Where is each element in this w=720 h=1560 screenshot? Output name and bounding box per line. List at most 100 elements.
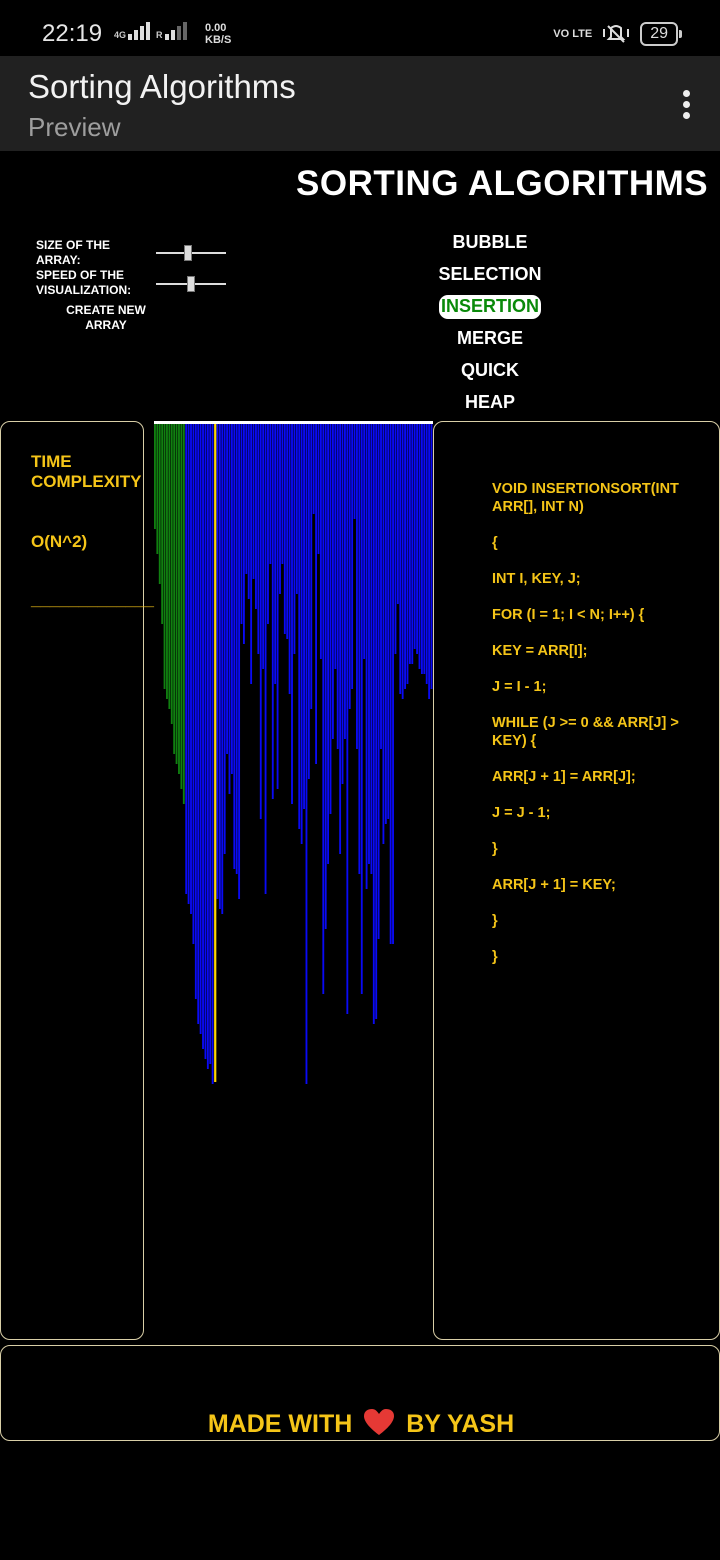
array-bar — [283, 424, 286, 634]
array-bar — [360, 424, 363, 994]
code-line: J = J - 1; — [492, 805, 551, 821]
algorithm-option-heap[interactable]: HEAP — [430, 386, 550, 418]
array-bar — [178, 424, 180, 774]
code-line: ARR[J + 1] = ARR[J]; — [492, 769, 636, 785]
current-bar — [214, 424, 217, 1082]
signal-icon: 4G R — [114, 22, 187, 40]
algorithm-option-bubble[interactable]: BUBBLE — [430, 226, 550, 258]
array-bar — [168, 424, 171, 709]
code-block: VOID INSERTIONSORT(INT ARR[], INT N) {INT… — [492, 480, 692, 984]
array-bar — [211, 424, 214, 1084]
slider-thumb[interactable] — [187, 276, 195, 292]
array-bar — [238, 424, 241, 899]
array-bar — [190, 424, 192, 914]
array-bar — [170, 424, 173, 724]
divider: _____________ — [31, 590, 154, 609]
array-bar — [401, 424, 404, 699]
array-bar — [216, 424, 219, 899]
algorithm-option-merge[interactable]: MERGE — [430, 322, 550, 354]
array-bar — [408, 424, 411, 664]
array-bar — [319, 424, 322, 659]
array-bar — [245, 424, 248, 574]
array-bar — [307, 424, 310, 779]
array-bar — [276, 424, 279, 789]
array-bar — [425, 424, 428, 684]
array-bar — [247, 424, 250, 599]
array-bar — [206, 424, 209, 1069]
array-bar — [346, 424, 349, 1014]
code-line: INT I, KEY, J; — [492, 571, 581, 587]
speed-slider[interactable] — [156, 276, 226, 292]
code-line: WHILE (J >= 0 && ARR[J] > KEY) { — [492, 715, 679, 749]
slider-thumb[interactable] — [184, 245, 193, 261]
algorithm-label: MERGE — [456, 328, 523, 348]
array-size-label: SIZE OF THE ARRAY: — [36, 238, 111, 267]
array-bar — [194, 424, 197, 999]
array-bar — [257, 424, 260, 654]
array-bar — [192, 424, 195, 944]
array-bar — [356, 424, 358, 749]
array-bar — [226, 424, 229, 754]
array-bar — [166, 424, 168, 699]
array-bar — [250, 424, 253, 684]
array-size-slider[interactable] — [156, 245, 226, 261]
array-bar — [274, 424, 277, 684]
algorithm-option-selection[interactable]: SELECTION — [430, 258, 550, 290]
array-bar — [428, 424, 431, 699]
array-bar — [331, 424, 334, 739]
algorithm-label: SELECTION — [438, 264, 542, 284]
algorithm-label: INSERTION — [438, 295, 541, 319]
time-complexity-value: O(N^2) — [31, 532, 88, 551]
app-title: Sorting Algorithms — [28, 68, 296, 105]
array-bar — [418, 424, 421, 669]
array-bar — [262, 424, 265, 669]
array-bar — [279, 424, 281, 594]
code-panel: VOID INSERTIONSORT(INT ARR[], INT N) {INT… — [433, 421, 720, 1340]
app-bar: Sorting Algorithms Preview — [0, 56, 720, 151]
array-bar — [310, 424, 313, 709]
speed-unit: KB/S — [205, 34, 232, 46]
array-bar — [202, 424, 204, 1049]
battery-icon: 29 — [640, 22, 682, 46]
array-bar — [288, 424, 291, 694]
array-bar — [187, 424, 190, 904]
array-bar — [394, 424, 397, 654]
array-bar — [404, 424, 406, 689]
code-line: KEY = ARR[I]; — [492, 643, 588, 659]
code-line: { — [492, 535, 498, 551]
array-bar — [269, 424, 272, 564]
array-bar — [384, 424, 387, 824]
mute-icon — [602, 23, 630, 45]
array-bar — [377, 424, 380, 939]
footer-text-after: BY YASH — [406, 1410, 515, 1439]
create-new-array-button[interactable]: CREATE NEW ARRAY — [56, 303, 156, 333]
array-bar — [271, 424, 274, 799]
footer-credit: MADE WITH BY YASH — [1, 1408, 720, 1443]
array-bar — [305, 424, 308, 1084]
array-bar — [221, 424, 224, 914]
array-bar — [363, 424, 366, 659]
array-bar — [163, 424, 166, 689]
array-bar — [154, 424, 156, 529]
array-bar — [339, 424, 342, 854]
array-bar — [259, 424, 262, 819]
array-bar — [223, 424, 226, 854]
array-bar — [380, 424, 382, 749]
array-bar — [372, 424, 375, 1024]
array-bar — [156, 424, 159, 554]
array-bar — [209, 424, 212, 1064]
array-bar — [382, 424, 385, 844]
overflow-menu-icon[interactable] — [680, 90, 692, 120]
array-bar — [344, 424, 346, 739]
code-line: } — [492, 913, 498, 929]
clock: 22:19 — [42, 20, 103, 47]
algorithm-option-insertion[interactable]: INSERTION — [430, 290, 550, 322]
code-line: FOR (I = 1; I < N; I++) { — [492, 607, 645, 623]
array-bar — [182, 424, 185, 804]
status-bar: 22:19 4G R 0.00 KB/S VO LTE 29 — [0, 0, 720, 56]
array-bar — [396, 424, 399, 604]
algorithm-option-quick[interactable]: QUICK — [430, 354, 550, 386]
array-bar — [324, 424, 327, 929]
array-bar — [315, 424, 317, 764]
algorithm-label: HEAP — [464, 392, 515, 412]
